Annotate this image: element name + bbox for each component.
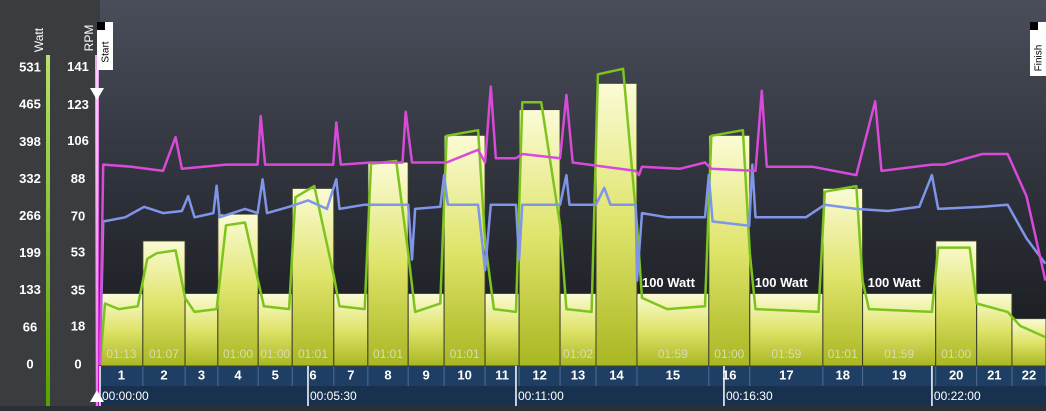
watt-axis-bar (46, 55, 50, 406)
interval-number: 4 (234, 367, 242, 382)
interval-number: 11 (495, 367, 509, 382)
interval-duration: 01:01 (450, 347, 480, 361)
rpm-tick-label: 70 (71, 209, 85, 224)
interval-block (822, 187, 864, 367)
interval-number: 15 (666, 367, 680, 382)
finish-flag (1030, 22, 1046, 76)
interval-number: 6 (309, 367, 316, 382)
interval-note: 100 Watt (755, 275, 809, 290)
interval-block (749, 292, 824, 367)
interval-block (595, 82, 638, 367)
flag-check (97, 22, 105, 30)
watt-tick-label: 133 (19, 282, 41, 297)
interval-number: 18 (836, 367, 850, 382)
time-row (100, 386, 1046, 406)
interval-number: 16 (722, 367, 736, 382)
interval-number: 12 (532, 367, 546, 382)
rpm-tick-label: 88 (71, 171, 85, 186)
watt-tick-label: 66 (23, 320, 37, 335)
watt-tick-label: 266 (19, 208, 41, 223)
interval-number: 20 (949, 367, 963, 382)
time-label: 00:16:30 (726, 389, 773, 403)
start-flag (97, 22, 113, 70)
watt-title: Watt (32, 27, 46, 52)
watt-tick-label: 332 (19, 171, 41, 186)
interval-number: 8 (384, 367, 391, 382)
interval-number: 1 (118, 367, 125, 382)
interval-number: 22 (1022, 367, 1036, 382)
interval-duration: 01:00 (223, 347, 253, 361)
rpm-title: RPM (82, 25, 96, 52)
interval-duration: 01:59 (771, 347, 801, 361)
interval-duration: 01:00 (941, 347, 971, 361)
watt-tick-label: 465 (19, 97, 41, 112)
time-label: 00:11:00 (518, 389, 564, 403)
interval-block (1011, 318, 1046, 367)
interval-block (636, 292, 710, 367)
rpm-tick-label: 123 (67, 97, 89, 112)
watt-tick-label: 0 (26, 356, 33, 371)
interval-number: 17 (779, 367, 793, 382)
cursor-handle (90, 88, 104, 100)
interval-block (518, 109, 561, 367)
interval-block (484, 292, 520, 367)
interval-number: 5 (272, 367, 279, 382)
interval-block (443, 134, 486, 367)
interval-duration: 01:00 (260, 347, 290, 361)
start-label: Start (101, 41, 112, 62)
time-label: 00:22:00 (934, 389, 981, 403)
time-label: 00:00:00 (102, 389, 149, 403)
flag-check (1030, 22, 1038, 30)
interval-note: 100 Watt (868, 275, 922, 290)
interval-duration: 01:02 (563, 347, 593, 361)
interval-duration: 01:01 (298, 347, 328, 361)
rpm-tick-label: 35 (71, 283, 85, 298)
rpm-tick-label: 53 (71, 245, 85, 260)
interval-number: 3 (198, 367, 205, 382)
interval-duration: 01:59 (658, 347, 688, 361)
interval-duration: 01:00 (714, 347, 744, 361)
interval-block (367, 161, 409, 367)
watt-tick-label: 531 (19, 60, 41, 75)
finish-label: Finish (1034, 45, 1045, 72)
interval-duration: 01:13 (106, 347, 136, 361)
interval-number: 7 (347, 367, 354, 382)
interval-duration: 01:07 (149, 347, 179, 361)
interval-block (291, 187, 335, 367)
time-label: 00:05:30 (310, 389, 357, 403)
interval-number: 19 (892, 367, 906, 382)
interval-note: 100 Watt (642, 275, 696, 290)
interval-number: 13 (571, 367, 585, 382)
series-line (98, 163, 1046, 366)
watt-tick-label: 398 (19, 134, 41, 149)
interval-block (708, 134, 751, 367)
series-line (98, 67, 1046, 366)
rpm-tick-label: 106 (67, 133, 89, 148)
interval-number: 10 (457, 367, 471, 382)
interval-duration: 01:01 (828, 347, 858, 361)
interval-number: 21 (987, 367, 1001, 382)
interval-number: 9 (423, 367, 430, 382)
watt-tick-label: 199 (19, 245, 41, 260)
interval-block (862, 292, 937, 367)
series-line (98, 85, 1046, 366)
rpm-tick-label: 18 (71, 318, 85, 333)
interval-duration: 01:01 (373, 347, 403, 361)
rpm-tick-label: 0 (74, 356, 81, 371)
interval-number: 14 (609, 367, 624, 382)
interval-duration: 01:59 (884, 347, 914, 361)
interval-number: 2 (160, 367, 167, 382)
rpm-tick-label: 141 (67, 59, 89, 74)
